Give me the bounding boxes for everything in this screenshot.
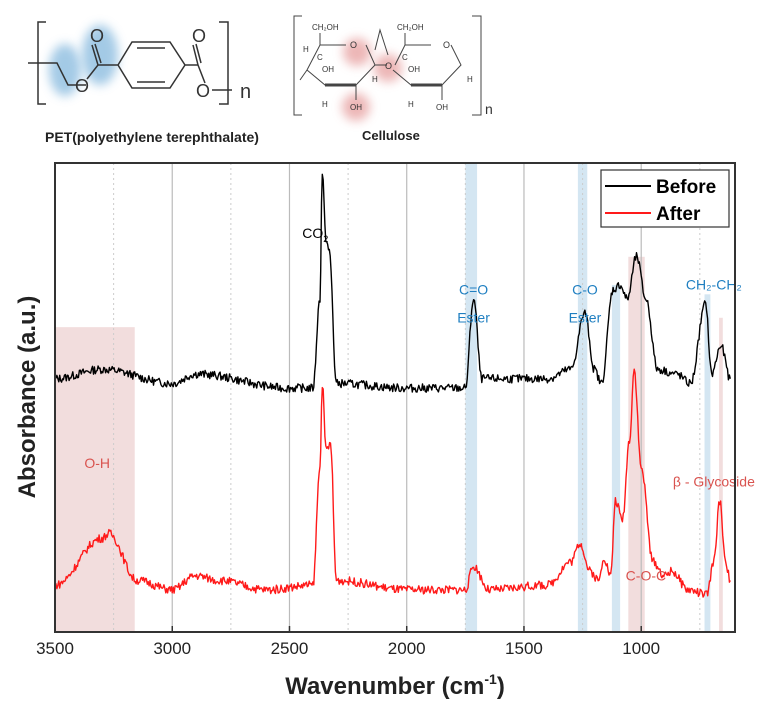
band-c-o-ester-2 [611,284,621,632]
x-axis-label-main: Wavenumber (cm [285,673,484,700]
annotation-text: Ester [569,309,602,325]
pet-ester-highlight [82,25,118,85]
annotation-0: CO2 [302,225,328,244]
band-beta-glycoside [719,317,723,632]
annotation-8: C-O-C [626,567,666,583]
annotation-4: Ester [569,309,602,325]
cellulose-ch2oh-1: CH₂OH [312,23,339,32]
annotation-text: β - Glycoside [673,474,755,490]
cellulose-c-1: C [317,53,323,62]
annotation-subscript: 2 [323,234,328,244]
legend-label-after: After [656,204,701,225]
legend: Before After [600,169,730,228]
annotation-5: CH₂-CH₂ [686,277,742,293]
cellulose-h-3: H [372,75,378,84]
cellulose-glycosidic-highlight [374,54,402,82]
annotation-text: CH₂-CH₂ [686,277,742,293]
series-before-line [54,173,731,393]
x-tick-label: 1500 [505,639,543,658]
cellulose-o-1: O [350,40,357,50]
cellulose-ring-o-highlight [343,38,371,66]
annotation-text: CO [302,225,323,241]
annotation-text: Ester [457,309,490,325]
cellulose-oh-highlight [342,93,370,121]
pet-atom-o1: O [90,26,104,46]
x-tick-label: 2000 [388,639,426,658]
x-axis-label: Wavenumber (cm-1) [285,671,505,700]
series-after-line [54,368,731,598]
annotation-1: C=O [459,281,488,297]
highlight-bands [55,163,723,632]
cellulose-left-bracket [293,15,302,116]
annotation-2: Ester [457,309,490,325]
x-tick-label: 3000 [153,639,191,658]
cellulose-h-2: H [322,100,328,109]
spectra [54,173,731,598]
legend-box [600,169,730,228]
cellulose-oh-3: OH [408,65,420,74]
cellulose-caption: Cellulose [362,128,420,143]
pet-atom-o2: O [75,76,89,96]
pet-caption: PET(polyethylene terephthalate) [45,129,259,145]
cellulose-h-4: H [408,100,414,109]
legend-label-before: Before [656,177,716,198]
cellulose-o-2: O [385,61,392,71]
annotation-text: C=O [459,281,488,297]
x-axis: 3500 3000 2500 2000 1500 1000 [36,626,660,658]
annotation-3: C-O [572,281,598,297]
cellulose-h-1: H [303,45,309,54]
cellulose-h-5: H [467,75,473,84]
cellulose-c-2: C [402,53,408,62]
annotation-6: O-H [84,455,110,471]
cellulose-oh-1: OH [322,65,334,74]
pet-atom-o3: O [192,26,206,46]
band-ch2-ch2 [704,294,711,632]
x-axis-label-sup: -1 [484,671,497,687]
pet-bonds [28,41,232,91]
band-c-o-ester [577,163,588,632]
y-axis-label: Absorbance (a.u.) [14,296,41,499]
pet-right-bracket [219,21,229,105]
peak-annotations: CO2 C=O Ester C-O Ester CH₂-CH₂ O-H β - Glycosi… [84,225,755,583]
gridlines [113,163,701,632]
cellulose-o-3: O [443,40,450,50]
plot-frame [54,162,736,633]
cellulose-oh-2: OH [350,103,362,112]
x-tick-label: 2500 [271,639,309,658]
pet-structure [28,21,232,105]
x-axis-label-end: ) [497,673,505,700]
annotation-text: C-O-C [626,567,666,583]
annotation-7: β - Glycoside [673,474,755,490]
cellulose-structure [293,15,482,121]
x-tick-label: 1000 [622,639,660,658]
cellulose-right-bracket [472,15,482,116]
pet-repeat-n: n [240,81,251,103]
pet-ethylene-highlight [49,44,81,96]
band-c-o-ester [465,163,478,632]
cellulose-oh-4: OH [436,103,448,112]
annotation-text: O-H [84,455,110,471]
pet-atom-o4: O [196,81,210,101]
cellulose-repeat-n: n [485,101,493,117]
cellulose-ch2oh-2: CH₂OH [397,23,424,32]
annotation-text: C-O [572,281,598,297]
x-tick-label: 3500 [36,639,74,658]
